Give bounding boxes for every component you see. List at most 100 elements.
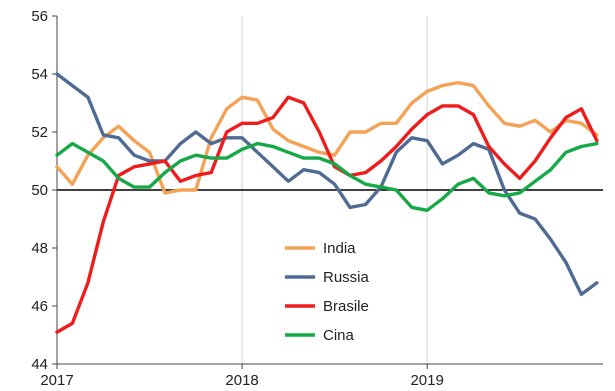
data-point-cina (533, 180, 537, 183)
series-lines (55, 72, 599, 334)
data-point-russia (318, 171, 321, 174)
data-point-russia (333, 183, 336, 186)
data-point-brasile (456, 104, 460, 108)
data-point-india (86, 154, 90, 157)
data-point-brasile (425, 113, 429, 116)
y-tick-label: 52 (31, 124, 48, 141)
data-point-brasile (503, 162, 506, 166)
data-point-india (256, 98, 259, 102)
data-point-cina (441, 197, 444, 200)
data-point-brasile (379, 159, 383, 163)
data-point-cina (518, 191, 521, 195)
data-point-brasile (595, 139, 599, 142)
data-point-russia (256, 151, 259, 154)
data-point-india (148, 151, 151, 154)
data-point-brasile (318, 130, 321, 134)
data-point-brasile (225, 130, 228, 134)
data-point-cina (55, 154, 59, 157)
data-point-india (425, 90, 429, 93)
data-point-brasile (533, 159, 537, 163)
data-point-brasile (564, 116, 568, 119)
data-point-cina (333, 162, 336, 166)
y-tick-label: 46 (31, 298, 48, 315)
x-axis: 2017 2018 2019 (40, 363, 603, 389)
data-point-russia (117, 136, 120, 139)
data-point-cina (271, 145, 275, 148)
data-point-india (55, 165, 59, 168)
data-point-india (271, 127, 275, 131)
series-points-cina (55, 142, 599, 212)
data-point-cina (348, 174, 352, 177)
grid (57, 16, 603, 364)
data-point-brasile (410, 127, 414, 131)
data-point-brasile (86, 281, 90, 284)
data-point-russia (132, 154, 136, 157)
x-tick-label: 2019 (410, 372, 443, 389)
data-point-brasile (256, 122, 259, 125)
data-point-cina (549, 168, 552, 171)
data-point-cina (256, 142, 259, 145)
data-point-india (549, 130, 552, 134)
data-point-russia (348, 206, 352, 209)
data-point-india (163, 191, 167, 195)
data-point-russia (86, 96, 90, 99)
legend-label-india: India (323, 240, 356, 257)
data-point-russia (395, 151, 398, 154)
y-tick-label: 54 (31, 66, 48, 83)
data-point-india (287, 139, 290, 142)
y-axis: 44 46 48 50 52 54 56 (31, 8, 58, 373)
series-line-cina (55, 141, 599, 213)
data-point-cina (179, 159, 182, 163)
data-point-india (472, 84, 475, 87)
x-tick-label: 2018 (225, 372, 258, 389)
data-point-india (503, 122, 506, 125)
data-point-russia (209, 142, 213, 145)
data-point-brasile (194, 174, 198, 177)
data-point-brasile (55, 330, 59, 334)
data-point-cina (302, 156, 305, 160)
data-point-russia (441, 162, 444, 166)
data-point-brasile (148, 162, 151, 166)
series-line-russia (55, 72, 599, 297)
data-point-russia (503, 188, 506, 192)
series-points-india (55, 81, 599, 195)
data-point-brasile (163, 159, 167, 163)
data-point-russia (271, 165, 275, 168)
data-point-india (379, 122, 383, 125)
data-point-brasile (132, 165, 136, 168)
data-point-russia (71, 84, 74, 87)
data-point-russia (148, 159, 151, 163)
data-point-russia (549, 238, 552, 241)
data-point-brasile (549, 136, 552, 139)
x-tick-label: 2017 (40, 372, 73, 389)
data-point-cina (163, 171, 167, 174)
data-point-russia (595, 281, 599, 284)
data-point-india (240, 96, 244, 99)
data-point-brasile (441, 104, 444, 108)
data-point-india (456, 81, 460, 84)
series-points-brasile (55, 96, 599, 334)
data-point-brasile (580, 107, 583, 111)
series-line-brasile (55, 95, 599, 334)
data-point-cina (472, 177, 475, 180)
data-point-brasile (518, 177, 521, 180)
data-point-russia (564, 261, 568, 264)
data-point-russia (287, 180, 290, 183)
data-point-cina (580, 145, 583, 148)
data-point-russia (55, 72, 59, 76)
data-point-brasile (102, 220, 105, 224)
data-point-russia (580, 293, 583, 296)
data-point-india (117, 125, 120, 128)
data-point-india (395, 122, 398, 125)
data-point-india (71, 183, 74, 186)
series-points-russia (55, 72, 599, 296)
data-point-brasile (472, 113, 475, 116)
data-point-russia (364, 203, 367, 206)
data-point-cina (86, 151, 90, 154)
data-point-cina (102, 159, 105, 163)
data-point-cina (240, 148, 244, 151)
data-point-cina (287, 151, 290, 154)
data-point-india (102, 136, 105, 139)
data-point-india (441, 84, 444, 87)
data-point-russia (240, 136, 244, 139)
